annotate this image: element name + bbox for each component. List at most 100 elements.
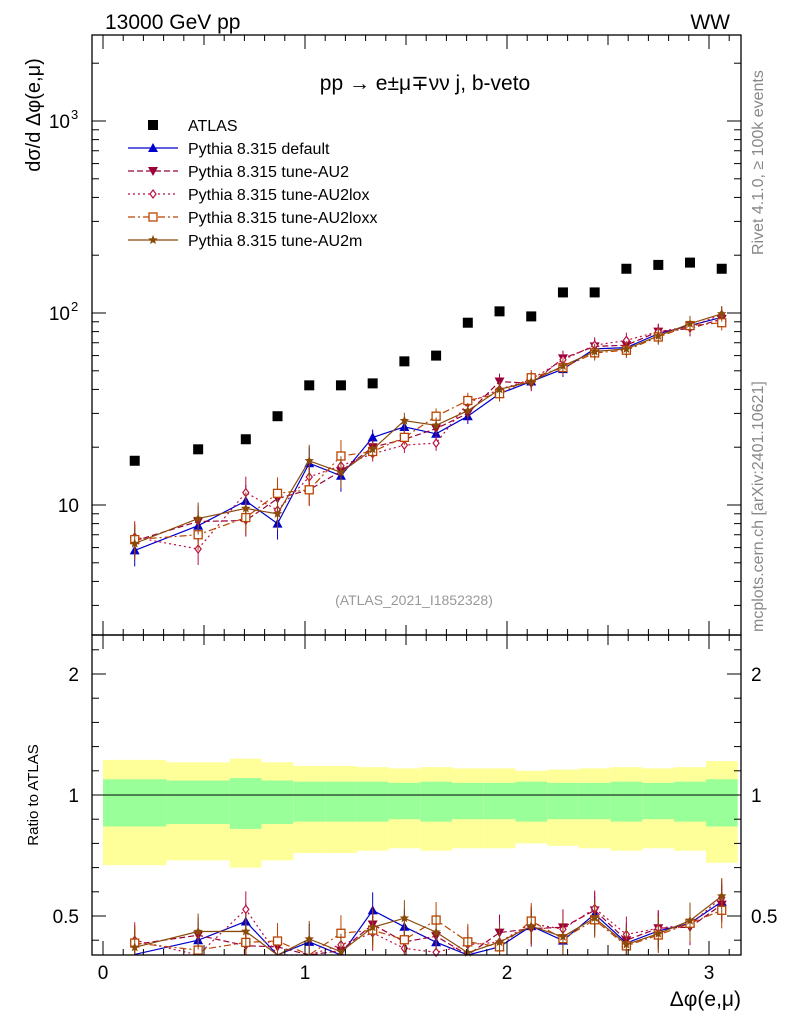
process-label: WW [690,11,730,34]
ratio-point [241,926,251,936]
ratio-y-tick-label-right: 1 [751,786,762,807]
legend-marker [148,235,158,244]
y-tick-label: 10 [49,112,70,133]
ratio-y-tick-label: 0.5 [53,907,79,928]
data-point [240,434,251,445]
y-tick-label: 10 [49,304,70,325]
x-tick-label: 1 [300,963,311,984]
data-point [272,411,283,422]
ratio-point [589,912,600,922]
ratio-stat-band [578,782,611,820]
ratio-point [717,891,727,901]
series-line [134,314,722,550]
ratio-stat-band [642,782,675,820]
ratio-stat-band [674,781,706,822]
ratio-stat-band [483,782,516,820]
ratio-stat-band [325,781,357,822]
legend-marker [148,212,158,222]
ratio-stat-band [103,779,167,827]
y-tick-exponent: 3 [71,107,78,122]
data-point [130,538,140,548]
data-point [685,318,695,328]
legend-marker [148,120,158,130]
legend-entry: Pythia 8.315 tune-AU2lox [128,187,369,204]
y-tick-label: 10 [58,496,79,517]
ratio-point [621,939,632,949]
data-point [367,432,378,442]
y-axis-label: dσ/d Δφ(e,μ) [23,58,45,172]
ratio-point [242,904,250,915]
data-point [272,508,283,518]
legend-label: Pythia 8.315 tune-AU2lox [188,187,369,204]
analysis-id: (ATLAS_2021_I1852328) [335,592,493,608]
data-point [653,259,664,270]
data-point [589,287,600,298]
data-point [336,467,346,477]
ratio-point [399,913,410,923]
ratio-stat-band [452,782,484,820]
data-point [304,455,314,465]
ratio-series-pythia-8-315-tune-au2lox [130,879,726,958]
mcplots-label: mcplots.cern.ch [arXiv:2401.10621] [750,381,767,632]
data-point [241,503,251,513]
ratio-stat-band [261,780,294,825]
rivet-label: Rivet 4.1.0, ≥ 100k events [750,70,767,255]
legend-label: Pythia 8.315 tune-AU2loxx [188,210,377,227]
data-point [193,444,204,455]
legend-marker [148,167,158,176]
data-point [685,257,696,268]
legend-entry: Pythia 8.315 tune-AU2 [128,164,349,181]
ratio-y-tick-label: 2 [68,665,79,686]
series-pythia-8-315-default [129,309,727,567]
data-point [717,308,727,318]
ratio-point [193,926,203,936]
ratio-y-tick-label: 1 [68,786,79,807]
data-point [304,485,314,495]
ratio-stat-band [166,780,230,825]
ratio-stat-band [293,781,326,822]
legend-label: ATLAS [188,118,238,135]
data-point [621,263,632,274]
series-line [134,322,722,541]
ratio-point [685,915,695,925]
ratio-point [558,931,568,941]
x-tick-label: 3 [704,963,715,984]
data-point [193,513,203,523]
ratio-point [399,935,410,945]
ratio-stat-band [388,782,421,820]
ratio-line [134,901,723,956]
series-atlas [129,257,727,466]
ratio-point [526,921,536,931]
series-pythia-8-315-tune-au2loxx [130,314,727,556]
data-point [589,346,600,356]
ratio-y-tick-label-right: 0.5 [751,907,777,928]
data-point [431,420,441,430]
data-point [129,455,140,466]
legend-entry: ATLAS [148,118,238,135]
series-pythia-8-315-tune-au2 [129,311,727,557]
ratio-point [432,947,440,958]
plot-title: pp → e±μ∓νν j, b-veto [320,72,530,95]
x-tick-label: 2 [502,963,513,984]
data-point [526,376,536,386]
ratio-point [272,936,283,946]
ratio-series-pythia-8-315-tune-au2 [129,886,727,956]
ratio-stat-band [705,779,738,827]
ratio-line [134,904,723,956]
ratio-point [494,937,505,947]
ratio-series-pythia-8-315-default [134,883,727,956]
legend-label: Pythia 8.315 default [188,141,330,158]
data-point [716,263,727,274]
data-point [432,438,440,449]
legend-entry: Pythia 8.315 default [128,141,330,158]
ratio-y-axis-label: Ratio to ATLAS [25,744,42,845]
data-point [526,311,537,322]
data-point [621,343,632,353]
ratio-stat-band [356,781,389,822]
legend-label: Pythia 8.315 tune-AU2 [188,164,349,181]
data-point [399,432,410,443]
ratio-series-pythia-8-315-tune-au2m [130,878,727,957]
legend: ATLAS Pythia 8.315 default Pythia 8.315 tu… [128,118,377,250]
ratio-line [134,895,723,956]
